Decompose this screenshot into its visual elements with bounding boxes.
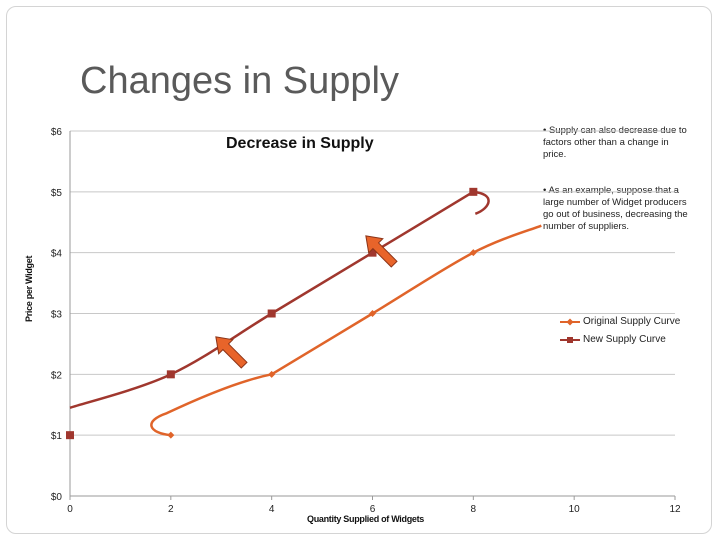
legend-new-swatch <box>560 336 580 343</box>
chart-title: Decrease in Supply <box>226 135 374 152</box>
legend-original-label: Original Supply Curve <box>583 316 681 327</box>
bullet-text-2: • As an example, suppose that a large nu… <box>543 185 688 232</box>
x-tick-label: 12 <box>669 504 681 515</box>
shift-arrow-upper <box>365 235 398 268</box>
y-tick-label: $0 <box>51 492 63 503</box>
y-tick-label: $5 <box>51 188 63 199</box>
x-tick-label: 2 <box>168 504 174 515</box>
marker-original-point <box>167 431 175 439</box>
legend-original-swatch <box>560 318 580 325</box>
y-tick-label: $6 <box>51 127 63 138</box>
x-tick-label: 4 <box>269 504 275 515</box>
marker-new-point <box>166 370 175 379</box>
y-axis-label: Price per Widget <box>24 255 34 322</box>
marker-new-point <box>66 431 74 440</box>
x-tick-label: 6 <box>370 504 376 515</box>
slide-frame <box>6 6 712 534</box>
marker-original-point <box>469 249 477 257</box>
x-tick-label: 10 <box>569 504 581 515</box>
x-axis-label: Quantity Supplied of Widgets <box>307 514 425 524</box>
y-tick-label: $3 <box>51 310 63 321</box>
marker-original-point <box>268 370 276 378</box>
legend-new-label: New Supply Curve <box>583 334 666 345</box>
y-tick-label: $4 <box>51 249 63 260</box>
slide-title: Changes in Supply <box>80 60 399 102</box>
legend-original: Original Supply Curve <box>560 316 680 327</box>
series-original-line <box>150 224 542 437</box>
shift-arrow-lower-shape <box>215 336 248 369</box>
y-tick-label: $2 <box>51 370 63 381</box>
shift-arrow-upper-shape <box>365 235 398 268</box>
series-new-line <box>69 190 490 409</box>
x-tick-label: 8 <box>471 504 477 515</box>
marker-new-point <box>469 187 478 196</box>
x-tick-label: 0 <box>67 504 73 515</box>
marker-original-point <box>369 310 376 317</box>
legend-new: New Supply Curve <box>560 334 666 345</box>
marker-new-point <box>267 309 276 318</box>
y-tick-label: $1 <box>51 431 63 442</box>
shift-arrow-lower <box>215 336 248 369</box>
marker-new-point <box>368 248 377 257</box>
